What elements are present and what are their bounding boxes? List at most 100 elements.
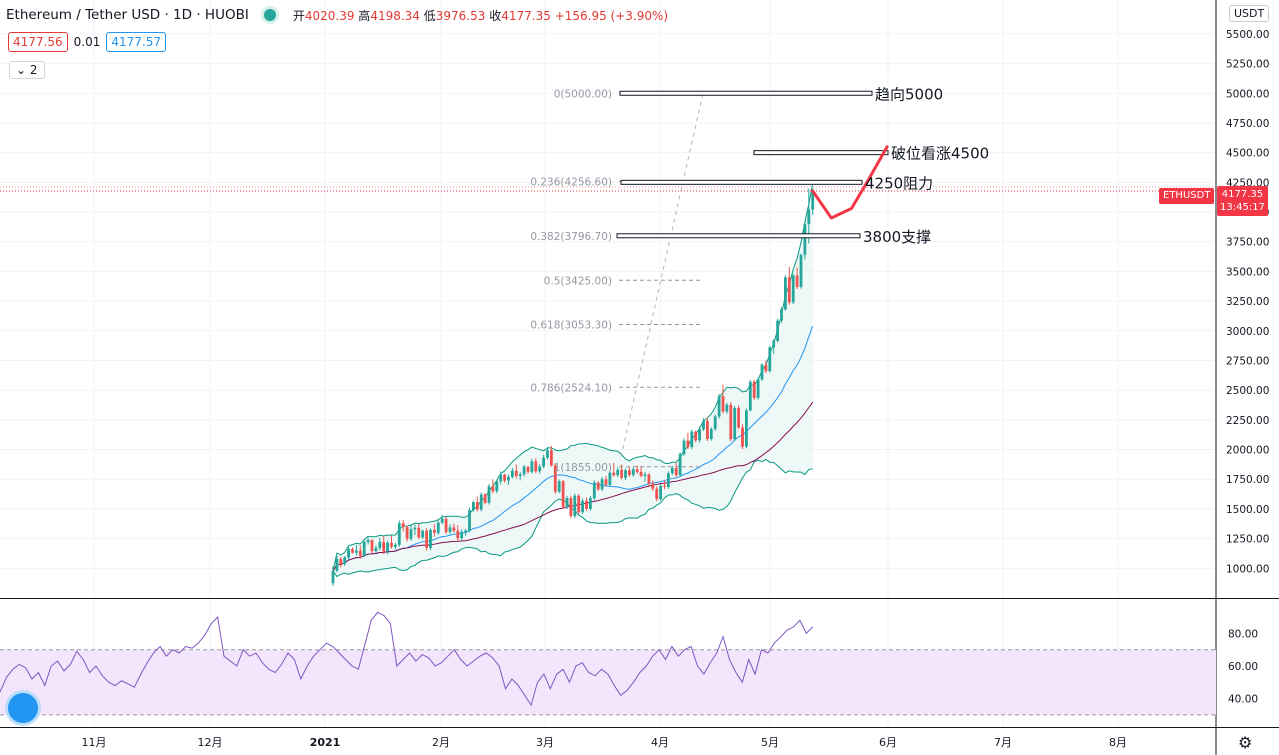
candle-body: [655, 488, 659, 500]
candle-body: [760, 364, 764, 380]
candle-body: [674, 467, 678, 476]
high-value: 4198.34: [370, 8, 420, 23]
y-tick-label: 4750.00: [1226, 118, 1269, 130]
candle-body: [534, 461, 538, 472]
candle-body: [382, 542, 386, 552]
candle-body: [565, 498, 569, 508]
spread-value: 0.01: [73, 35, 101, 49]
candle-body: [787, 277, 791, 303]
candle-body: [405, 527, 409, 539]
candle-body: [811, 190, 815, 210]
fib-level-label: 0.236(4256.60): [530, 177, 612, 189]
buy-price-button[interactable]: 4177.57: [106, 32, 166, 52]
candle-body: [546, 450, 549, 458]
candle-body: [358, 550, 362, 556]
candle-body: [733, 407, 737, 440]
candle-body: [522, 466, 526, 475]
candle-body: [394, 544, 397, 547]
candle-body: [600, 479, 604, 490]
candle-body: [791, 275, 795, 303]
candle-body: [550, 450, 553, 466]
annotation-text: 3800支撑: [863, 228, 931, 246]
y-tick-label: 5500.00: [1226, 29, 1269, 41]
candle-body: [706, 420, 709, 439]
candle-body: [542, 457, 545, 467]
candle-body: [709, 429, 713, 439]
bollinger-lower: [332, 458, 813, 578]
candle-body: [409, 529, 413, 539]
y-tick-label: 3000.00: [1226, 326, 1269, 338]
candle-body: [717, 396, 721, 417]
rsi-tick-label: 60.00: [1228, 661, 1258, 673]
fib-level-label: 0.5(3425.00): [544, 275, 612, 287]
candle-body: [713, 416, 717, 430]
tradingview-logo-icon[interactable]: [8, 693, 38, 723]
candle-body: [475, 502, 479, 510]
candle-body: [741, 427, 744, 447]
candle-body: [343, 557, 347, 565]
x-tick-label: 3月: [536, 736, 554, 749]
candle-body: [370, 540, 374, 552]
candle-body: [577, 495, 581, 513]
candle-body: [612, 472, 616, 476]
candle-body: [335, 558, 339, 571]
annotation-box: [616, 233, 861, 239]
candle-body: [768, 347, 772, 372]
candle-body: [425, 530, 428, 548]
y-tick-label: 5000.00: [1226, 88, 1269, 100]
close-label: 收: [489, 8, 502, 23]
fib-level-label: 1(1855.00): [554, 462, 612, 474]
candle-body: [530, 461, 534, 472]
candle-body: [686, 440, 690, 448]
price-row: 4177.56 0.01 4177.57: [8, 32, 166, 52]
chevron-down-icon: ⌄: [16, 63, 27, 77]
candle-body: [503, 474, 506, 481]
last-price-value: 4177.35: [1221, 189, 1264, 200]
candle-body: [511, 470, 514, 477]
fib-level-label: 0.786(2524.10): [530, 382, 612, 394]
change-value: +156.95 (+3.90%): [554, 8, 669, 23]
y-tick-label: 5250.00: [1226, 59, 1269, 71]
x-tick-label: 8月: [1109, 736, 1127, 749]
candle-body: [464, 530, 467, 532]
annotation-box: [753, 150, 889, 156]
candle-body: [355, 550, 358, 553]
open-label: 开: [292, 8, 305, 23]
candle-body: [772, 340, 776, 348]
annotation-box: [620, 179, 863, 185]
y-tick-label: 2750.00: [1226, 355, 1269, 367]
y-tick-label: 2500.00: [1226, 385, 1269, 397]
candle-body: [776, 320, 779, 341]
candle-body: [421, 530, 425, 538]
sell-price-button[interactable]: 4177.56: [8, 32, 68, 52]
candle-body: [694, 431, 698, 441]
x-tick-label: 12月: [198, 736, 223, 749]
candle-body: [780, 309, 783, 321]
candle-body: [670, 467, 674, 474]
candle-body: [682, 440, 686, 455]
candle-body: [433, 529, 436, 533]
candle-body: [362, 541, 366, 556]
candle-body: [553, 465, 557, 492]
annotation-text: 4250阻力: [865, 174, 933, 192]
fib-level-label: 0.618(3053.30): [530, 319, 612, 331]
bollinger-upper: [332, 183, 814, 571]
candle-body: [620, 469, 623, 478]
close-value: 4177.35: [501, 8, 551, 23]
candle-body: [764, 364, 768, 372]
annotation-text: 破位看涨4500: [891, 145, 989, 163]
x-tick-label: 2021: [310, 736, 341, 749]
candle-body: [690, 431, 694, 448]
basis-slow-line: [332, 401, 814, 571]
candle-body: [596, 482, 600, 490]
gear-icon[interactable]: ⚙: [1238, 733, 1253, 752]
basis-fast-line: [332, 325, 814, 571]
currency-button[interactable]: USDT: [1229, 5, 1270, 22]
x-tick-label: 4月: [651, 736, 669, 749]
symbol-title[interactable]: Ethereum / Tether USD · 1D · HUOBI: [6, 7, 249, 23]
last-price-tag: 4177.35 13:45:17: [1217, 186, 1268, 216]
y-tick-label: 1000.00: [1226, 563, 1269, 575]
candle-body: [495, 481, 499, 492]
collapse-indicators-button[interactable]: ⌄ 2: [9, 61, 45, 79]
